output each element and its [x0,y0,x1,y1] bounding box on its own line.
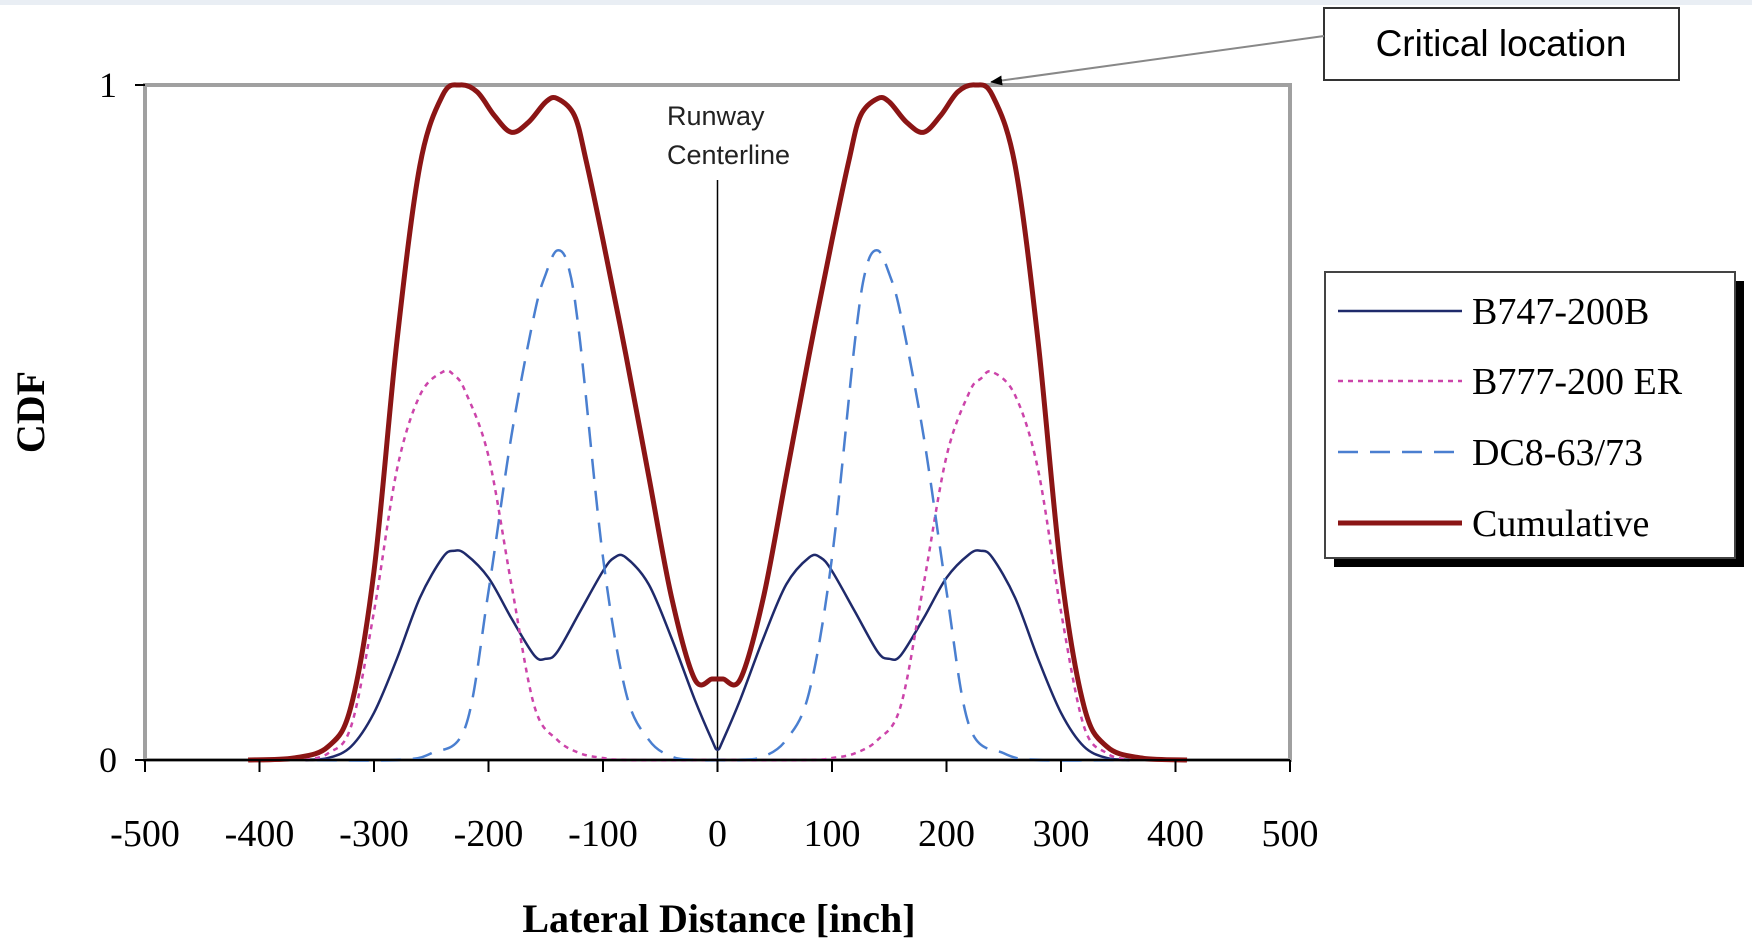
top-band [0,0,1752,5]
x-tick-label: -300 [339,813,409,855]
x-tick-label: -500 [110,813,180,855]
legend-label-2: DC8-63/73 [1472,432,1643,474]
centerline-label-line2: Centerline [667,140,790,170]
x-tick-label: -400 [225,813,295,855]
tick-labels: -500 -400 -300 -200 -100 0 100 200 300 400 500 0 1 [99,65,1319,855]
x-tick-label: 300 [1033,813,1090,855]
plot-area [143,83,1292,762]
series-line-1 [304,369,1131,762]
x-tick-label: 200 [918,813,975,855]
critical-location-arrow [990,35,1325,86]
legend-box [1324,271,1736,559]
x-tick-label: 500 [1262,813,1319,855]
x-axis-title: Lateral Distance [inch] [522,896,915,941]
x-tick-label: 0 [708,813,727,855]
x-tick-label: -100 [568,813,638,855]
x-tick-label: -200 [454,813,524,855]
x-tick-label: 400 [1147,813,1204,855]
legend: B747-200B B777-200 ER DC8-63/73 Cumulative [1324,271,1744,567]
y-tick-label: 1 [99,65,117,105]
legend-label-0: B747-200B [1472,291,1649,333]
legend-entries: B747-200B B777-200 ER DC8-63/73 Cumulative [1338,291,1683,545]
series-line-3 [248,82,1188,763]
legend-label-1: B777-200 ER [1472,361,1683,403]
centerline-label-line1: Runway [667,101,765,131]
critical-location-label: Critical location [1376,23,1627,64]
axes-group [135,84,1291,772]
y-tick-label: 0 [99,740,117,780]
legend-label-3: Cumulative [1472,503,1649,545]
series-line-0 [305,549,1130,762]
y-axis-title: CDF [8,371,53,453]
x-tick-label: 100 [804,813,861,855]
series-group [248,82,1188,763]
critical-location-box [1323,7,1680,81]
